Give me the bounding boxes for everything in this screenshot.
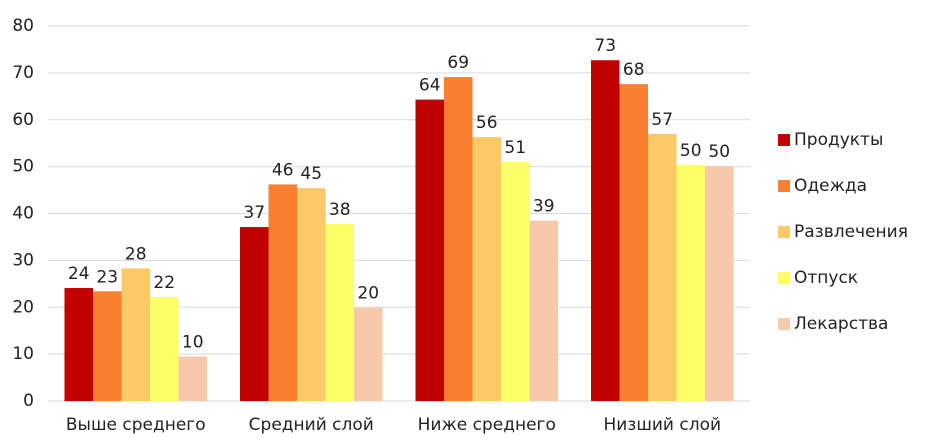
legend-label: Одежда — [794, 176, 867, 196]
value-label: 23 — [96, 267, 118, 287]
bar — [619, 84, 648, 401]
bar — [705, 166, 734, 401]
legend-swatch — [778, 226, 790, 238]
bar — [297, 188, 326, 401]
value-label: 38 — [329, 200, 351, 220]
legend-label: Лекарства — [794, 314, 888, 334]
y-tick-label: 50 — [12, 157, 34, 177]
value-label: 68 — [623, 60, 645, 80]
x-tick-label: Выше среднего — [66, 415, 206, 435]
value-label: 45 — [300, 164, 322, 184]
bar — [268, 184, 297, 401]
value-label: 39 — [533, 197, 555, 217]
value-label: 56 — [476, 113, 498, 133]
bar — [121, 268, 150, 401]
value-label: 24 — [68, 264, 90, 284]
bar — [472, 137, 501, 401]
bar — [591, 60, 620, 401]
bar — [178, 356, 207, 401]
y-tick-label: 10 — [12, 344, 34, 364]
legend-label: Продукты — [794, 130, 883, 150]
bar — [93, 291, 122, 401]
value-label: 73 — [594, 36, 616, 56]
bar — [354, 307, 383, 401]
legend-swatch — [778, 272, 790, 284]
y-tick-label: 70 — [12, 63, 34, 83]
bar — [64, 288, 93, 401]
bar — [444, 77, 473, 401]
y-tick-label: 20 — [12, 297, 34, 317]
value-label: 64 — [419, 76, 441, 96]
value-label: 51 — [504, 138, 526, 158]
y-tick-label: 30 — [12, 250, 34, 270]
value-label: 46 — [272, 160, 294, 180]
bar — [415, 99, 444, 401]
legend-label: Развлечения — [794, 222, 908, 242]
value-label: 28 — [125, 244, 147, 264]
value-label: 69 — [447, 53, 469, 73]
y-tick-label: 40 — [12, 204, 34, 224]
value-label: 37 — [243, 203, 265, 223]
y-tick-label: 80 — [12, 16, 34, 36]
value-label: 57 — [651, 110, 673, 130]
value-label: 50 — [680, 141, 702, 161]
value-label: 20 — [357, 284, 379, 304]
x-tick-label: Ниже среднего — [418, 415, 556, 435]
y-tick-label: 60 — [12, 110, 34, 130]
y-tick-label: 0 — [23, 391, 34, 411]
bar — [501, 161, 530, 401]
value-label: 50 — [708, 142, 730, 162]
bar — [325, 223, 354, 401]
legend-label: Отпуск — [794, 268, 858, 288]
bar — [240, 227, 269, 401]
x-tick-label: Средний слой — [249, 415, 374, 435]
bar — [529, 220, 558, 401]
bar — [150, 296, 179, 401]
legend-swatch — [778, 134, 790, 146]
legend-swatch — [778, 318, 790, 330]
legend-swatch — [778, 180, 790, 192]
value-label: 10 — [182, 332, 204, 352]
x-tick-label: Низший слой — [603, 415, 721, 435]
bar — [648, 133, 677, 401]
bar — [676, 164, 705, 401]
value-label: 22 — [153, 273, 175, 293]
